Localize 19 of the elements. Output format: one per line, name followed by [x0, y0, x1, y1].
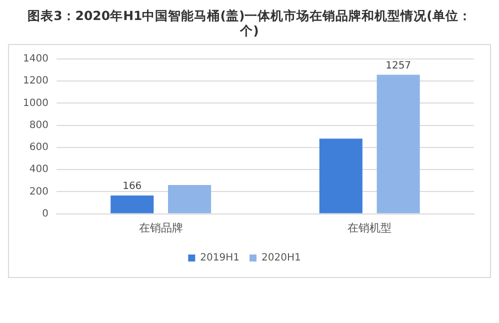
- bar: [319, 138, 362, 214]
- legend-label: 2019H1: [200, 252, 240, 264]
- y-tick-label: 400: [29, 164, 48, 176]
- y-tick-label: 1200: [22, 76, 48, 87]
- bar: [376, 74, 420, 214]
- x-tick-label: 在销品牌: [138, 221, 183, 234]
- data-label: 166: [122, 181, 142, 192]
- y-tick-label: 800: [29, 120, 48, 131]
- data-label: 1257: [386, 60, 412, 72]
- legend-label: 2020H1: [262, 252, 301, 264]
- chart-title: 图表3：2020年H1中国智能马桶(盖)一体机市场在销品牌和机型情况(单位：个): [26, 8, 472, 40]
- y-tick-label: 600: [29, 142, 48, 154]
- x-tick-label: 在销机型: [348, 221, 392, 234]
- bar: [168, 185, 212, 214]
- y-tick-label: 1400: [22, 54, 48, 65]
- bar: [110, 195, 154, 214]
- y-tick-label: 0: [42, 208, 48, 220]
- y-tick-label: 200: [29, 186, 48, 198]
- y-tick-label: 1000: [22, 98, 48, 109]
